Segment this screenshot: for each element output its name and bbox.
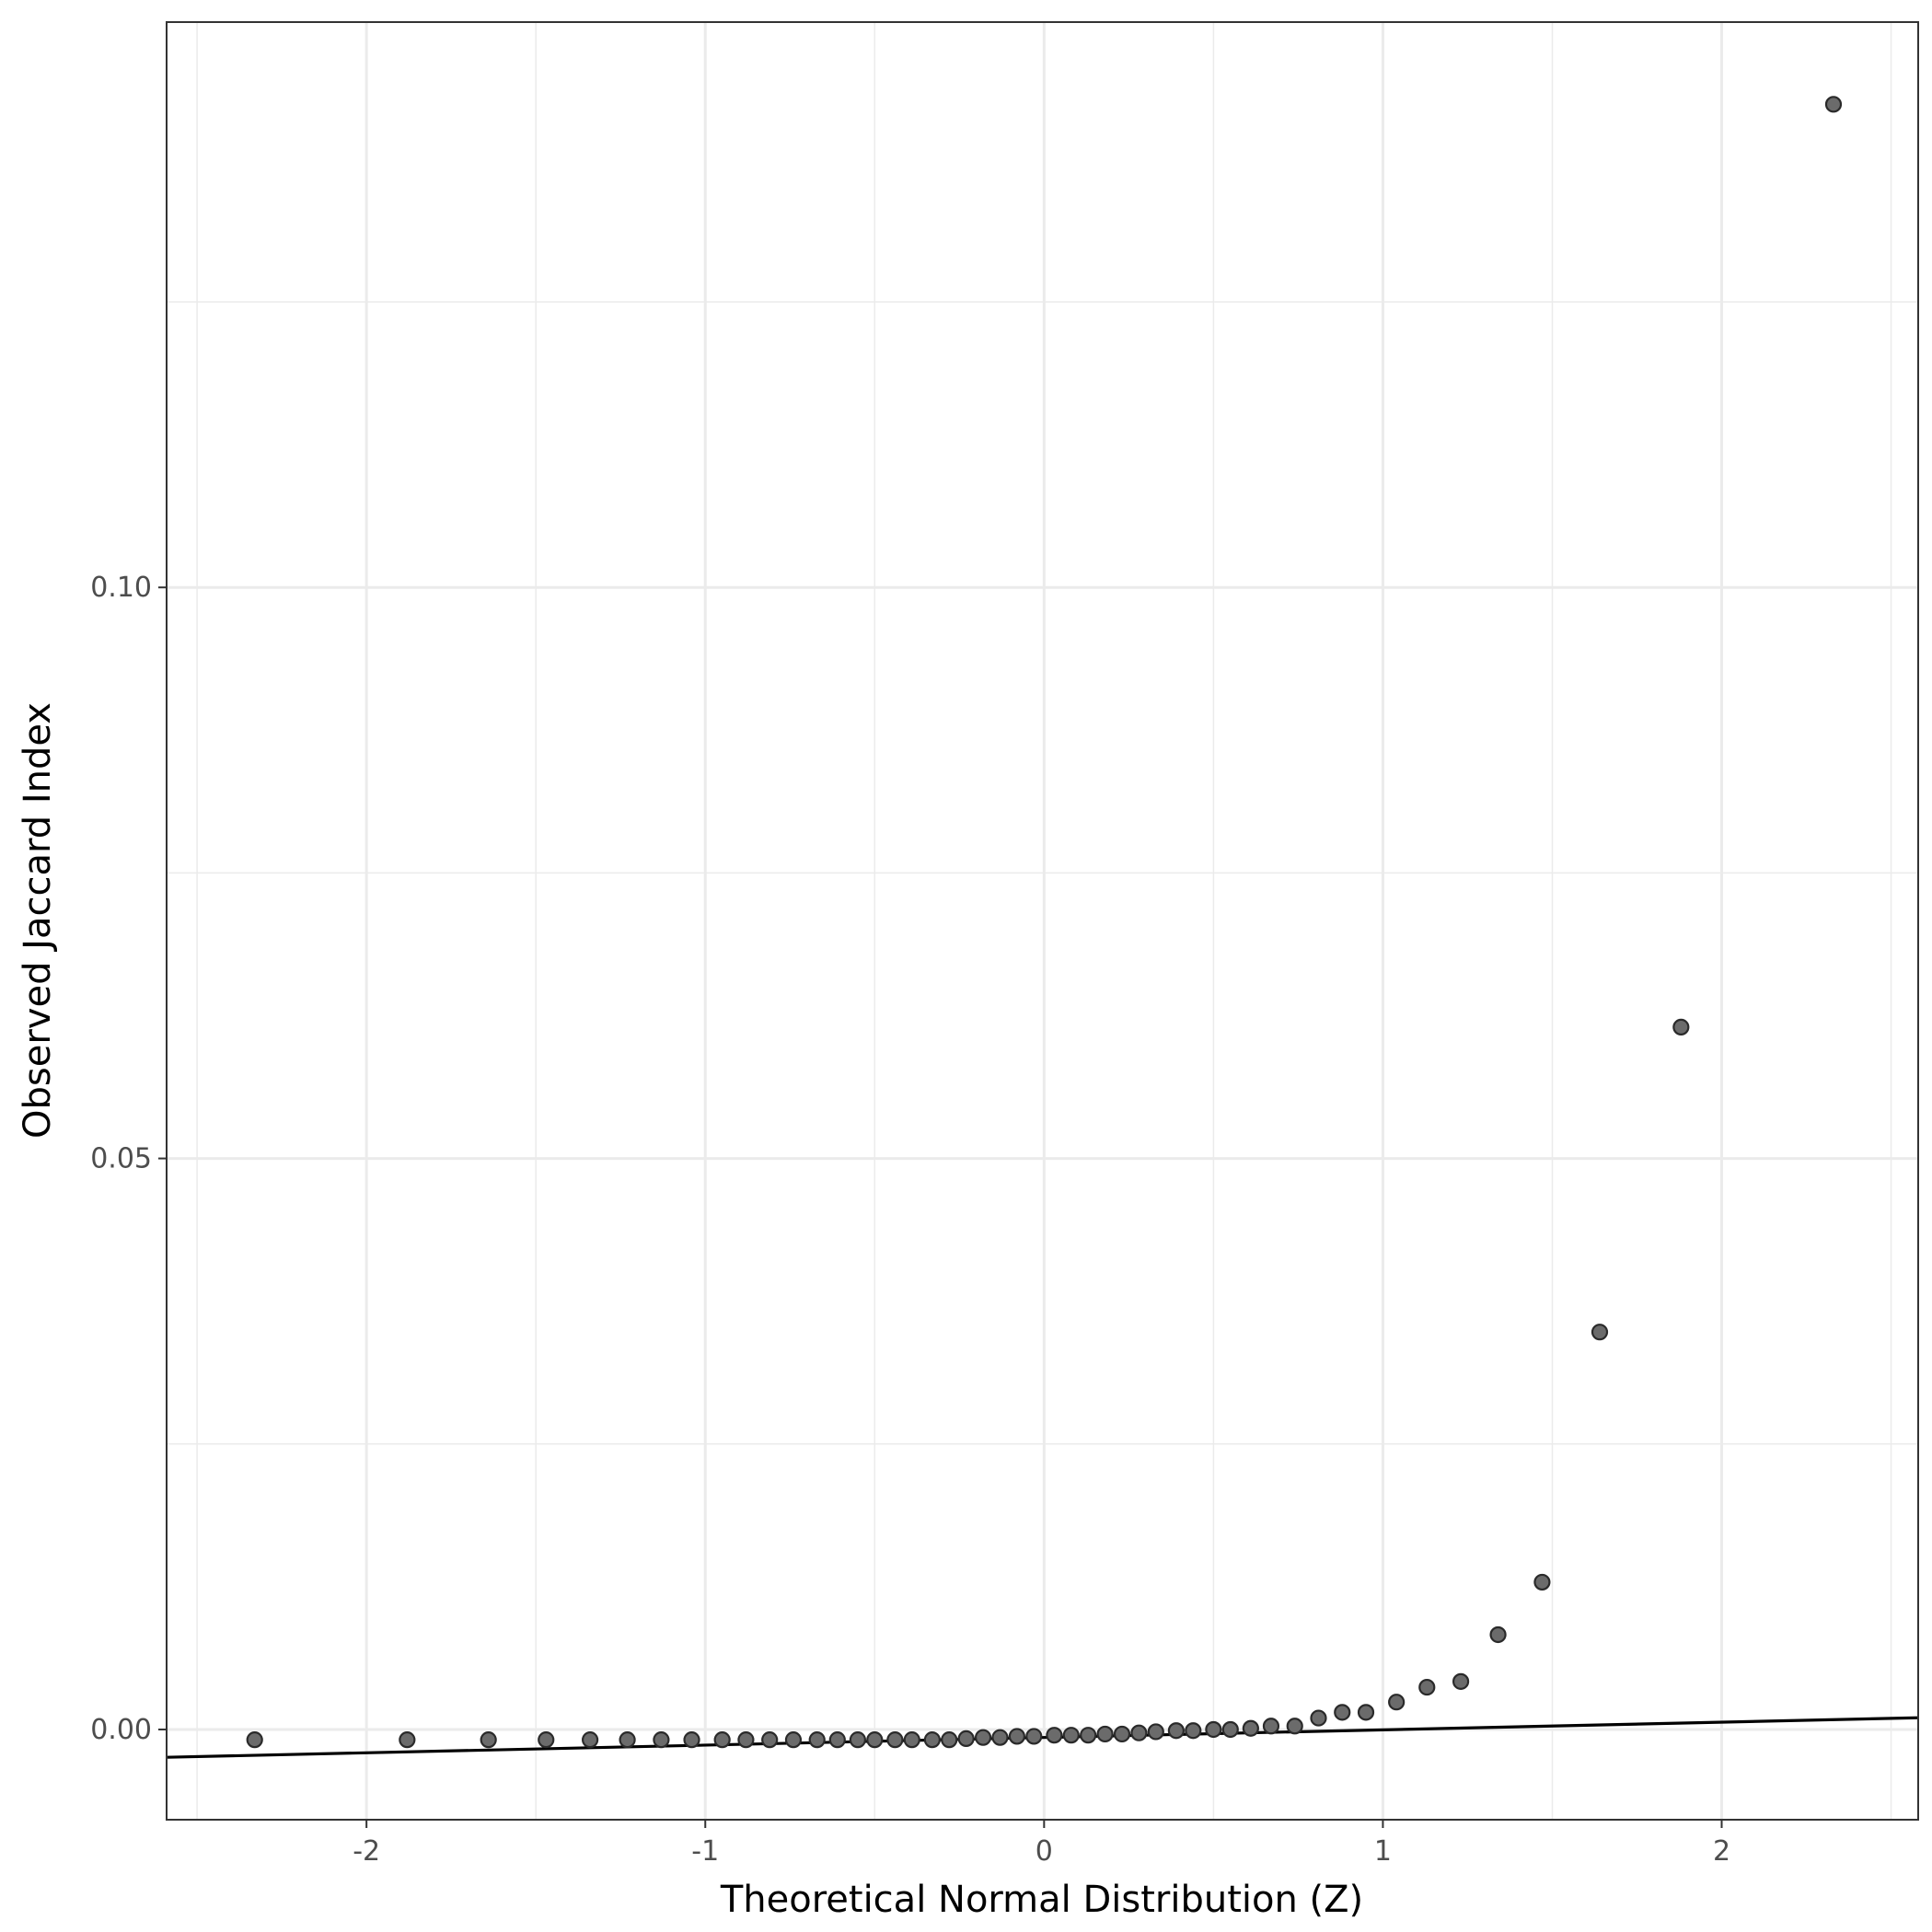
data-point (399, 1731, 416, 1749)
data-point (1221, 1720, 1239, 1739)
data-point (538, 1731, 555, 1749)
data-point (619, 1731, 636, 1749)
data-point (1357, 1704, 1375, 1721)
data-point (1242, 1719, 1259, 1737)
reference-line-layer (166, 1716, 1919, 1759)
points-layer (246, 96, 1843, 1749)
data-point (1672, 1018, 1690, 1035)
data-point (1310, 1709, 1327, 1727)
x-tick-label: -2 (353, 1835, 380, 1868)
data-point (713, 1731, 731, 1749)
data-point (886, 1731, 904, 1749)
data-point (1130, 1724, 1148, 1741)
data-point (1334, 1704, 1351, 1721)
plot-panel-border (166, 21, 1919, 1821)
x-axis-title: Theoretical Normal Distribution (Z) (720, 1879, 1363, 1921)
data-point (923, 1731, 941, 1749)
data-point (1113, 1725, 1131, 1743)
data-point (1062, 1727, 1080, 1744)
data-point (1046, 1727, 1063, 1744)
y-tick-label: 0.05 (90, 1143, 152, 1175)
data-point (1452, 1672, 1470, 1690)
data-point (957, 1730, 975, 1748)
data-point (1591, 1324, 1609, 1341)
minor-grid (167, 22, 1918, 1820)
y-axis: 0.00 0.05 0.10 (90, 572, 167, 1746)
data-point (991, 1729, 1009, 1746)
data-point (808, 1731, 826, 1749)
data-point (683, 1731, 700, 1749)
x-tick-label: 2 (1713, 1835, 1730, 1868)
data-point (1533, 1573, 1551, 1591)
plot-panel-background (167, 22, 1918, 1820)
data-point (866, 1731, 884, 1749)
data-point (1025, 1728, 1043, 1745)
data-point (1286, 1718, 1303, 1735)
x-axis: -2 -1 0 1 2 (353, 1820, 1730, 1868)
data-point (1388, 1694, 1406, 1711)
data-point (1008, 1728, 1025, 1745)
data-point (653, 1731, 670, 1749)
data-point (246, 1731, 263, 1749)
data-point (761, 1731, 779, 1749)
data-point (1080, 1727, 1097, 1744)
data-point (974, 1729, 992, 1746)
data-point (480, 1731, 497, 1749)
data-point (849, 1731, 866, 1749)
data-point (1262, 1718, 1280, 1735)
data-point (1489, 1625, 1507, 1644)
data-point (582, 1731, 599, 1749)
y-tick-label: 0.00 (90, 1714, 152, 1746)
data-point (941, 1731, 958, 1749)
data-point (1167, 1722, 1185, 1740)
y-axis-title: Observed Jaccard Index (17, 702, 59, 1139)
x-tick-label: 1 (1374, 1835, 1392, 1868)
major-grid (167, 22, 1918, 1820)
data-point (1185, 1722, 1202, 1740)
reference-line (166, 1716, 1919, 1759)
data-point (828, 1731, 846, 1749)
data-point (903, 1731, 920, 1749)
data-point (1824, 96, 1843, 113)
data-point (737, 1731, 755, 1749)
x-tick-label: 0 (1035, 1835, 1053, 1868)
y-tick-label: 0.10 (90, 572, 152, 604)
data-point (1418, 1678, 1436, 1696)
data-point (784, 1731, 803, 1749)
data-point (1205, 1720, 1222, 1739)
x-tick-label: -1 (691, 1835, 719, 1868)
data-point (1096, 1725, 1114, 1743)
data-point (1147, 1723, 1164, 1741)
